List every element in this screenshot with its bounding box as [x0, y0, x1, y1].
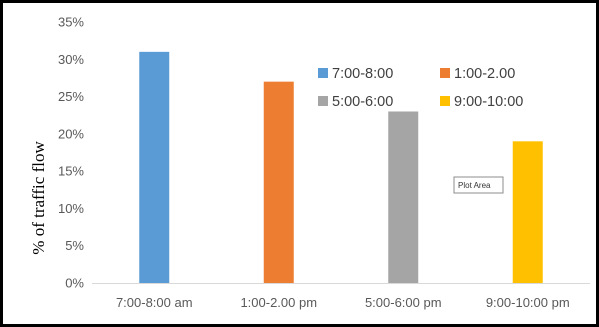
x-axis-ticks: 7:00-8:00 am 1:00-2.00 pm 5:00-6:00 pm 9:00… — [116, 295, 570, 310]
legend-label: 7:00-8:00 — [332, 66, 393, 82]
y-tick-label: 10% — [58, 201, 84, 216]
y-tick-label: 35% — [58, 15, 84, 30]
x-tick-label: 5:00-6:00 pm — [365, 295, 442, 310]
x-tick-label: 9:00-10:00 pm — [486, 295, 570, 310]
y-tick-label: 25% — [58, 89, 84, 104]
bar — [388, 111, 419, 283]
svg-text:Plot Area: Plot Area — [458, 181, 491, 190]
legend-label: 5:00-6:00 — [332, 94, 393, 110]
y-axis-label: % of traffic flow — [29, 141, 48, 255]
legend-swatch — [440, 96, 450, 106]
legend-swatch — [318, 68, 328, 78]
bar — [139, 51, 170, 284]
bar — [263, 81, 294, 284]
x-tick-label: 7:00-8:00 am — [116, 295, 193, 310]
y-tick-label: 5% — [65, 238, 84, 253]
legend: 7:00-8:00 1:00-2.00 5:00-6:00 9:00-10:00 — [318, 66, 523, 110]
legend-swatch — [440, 68, 450, 78]
legend-swatch — [318, 96, 328, 106]
plot-area-tooltip: Plot Area — [453, 176, 504, 194]
y-tick-label: 20% — [58, 126, 84, 141]
y-axis-ticks: 0% 5% 10% 15% 20% 25% 30% 35% — [58, 15, 84, 291]
bar — [512, 141, 543, 283]
bars — [139, 51, 543, 284]
y-tick-label: 30% — [58, 52, 84, 67]
x-tick-label: 1:00-2.00 pm — [240, 295, 317, 310]
y-tick-label: 0% — [65, 276, 84, 291]
legend-label: 9:00-10:00 — [454, 94, 523, 110]
legend-label: 1:00-2.00 — [454, 66, 515, 82]
y-tick-label: 15% — [58, 164, 84, 179]
